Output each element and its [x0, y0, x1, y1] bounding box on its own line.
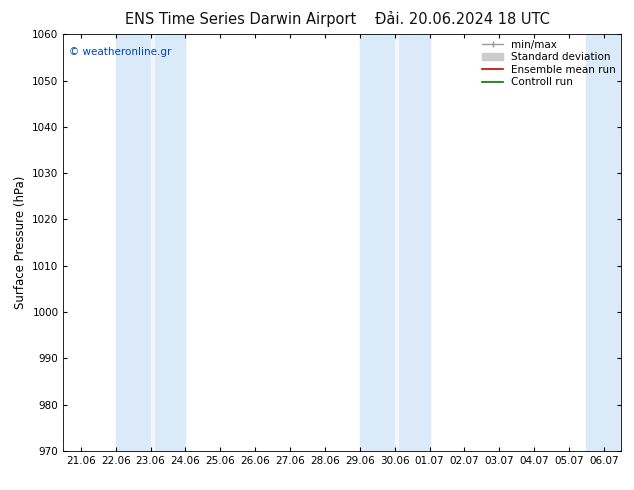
- Bar: [394, 34, 398, 451]
- Text: © weatheronline.gr: © weatheronline.gr: [69, 47, 171, 57]
- Text: Đải. 20.06.2024 18 UTC: Đải. 20.06.2024 18 UTC: [375, 12, 550, 27]
- Bar: [150, 34, 154, 451]
- Bar: [116, 34, 185, 451]
- Bar: [359, 34, 429, 451]
- Legend: min/max, Standard deviation, Ensemble mean run, Controll run: min/max, Standard deviation, Ensemble me…: [479, 36, 619, 91]
- Text: ENS Time Series Darwin Airport: ENS Time Series Darwin Airport: [126, 12, 356, 27]
- Y-axis label: Surface Pressure (hPa): Surface Pressure (hPa): [14, 176, 27, 309]
- Bar: [586, 34, 621, 451]
